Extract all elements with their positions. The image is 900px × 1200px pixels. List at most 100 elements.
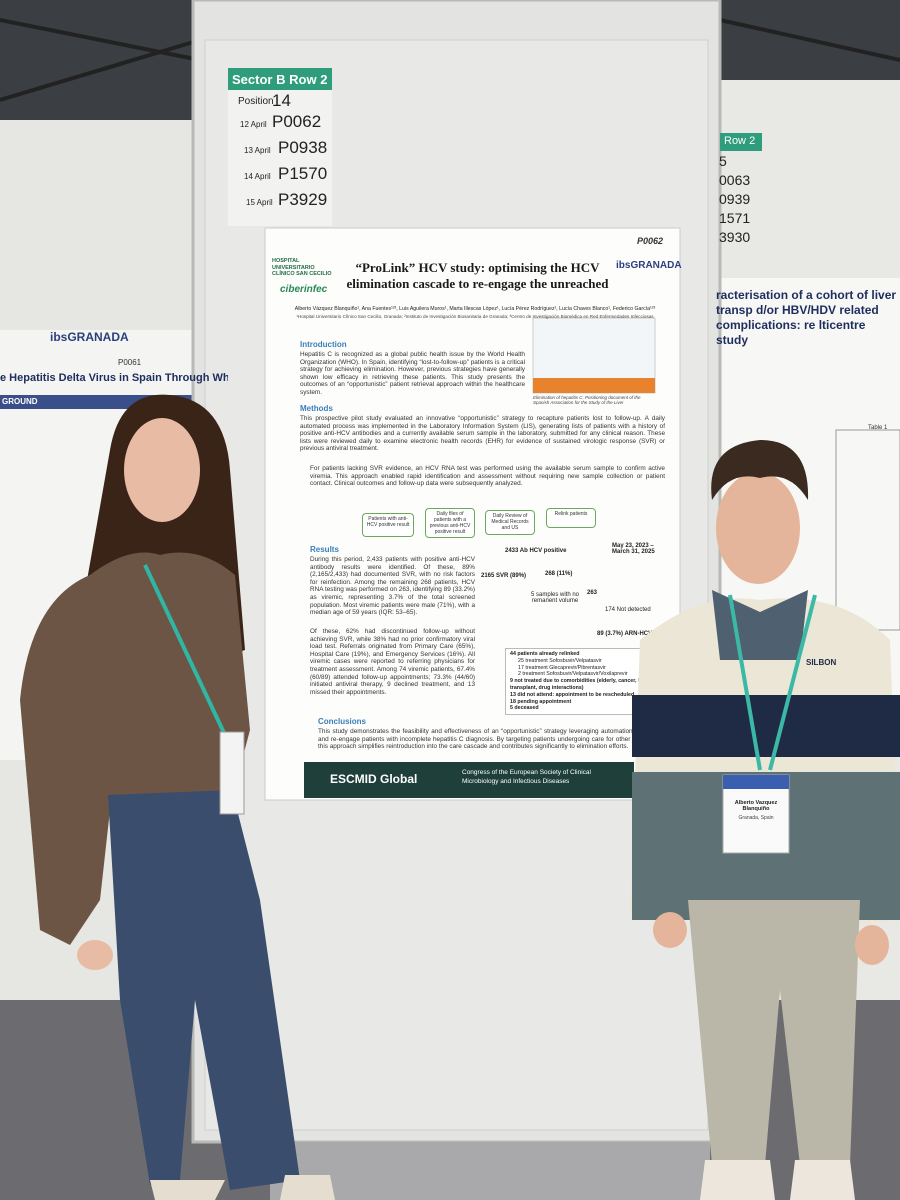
code: 0063 [719, 172, 751, 188]
sign-row: 13 April P0938 [240, 138, 335, 164]
method-step: Patients with anti-HCV positive result [362, 513, 414, 537]
sweater-band [632, 695, 900, 757]
section-text: Hepatitis C is recognized as a global pu… [300, 351, 525, 396]
hand [653, 912, 687, 948]
left-poster-title: e Hepatitis Delta Virus in Spain Through… [0, 372, 228, 384]
sign-row: 15 April P3929 [240, 190, 335, 216]
right-poster-table-label: Table 1 [868, 425, 888, 431]
carpet [270, 1142, 710, 1200]
right-sign-codes: 5 0063 0939 1571 3930 [719, 152, 750, 247]
position-label: Position [238, 96, 274, 107]
lanyard [143, 564, 227, 736]
sector-label: Sector [232, 72, 273, 87]
section-text: Of these, 62% had discontinued follow-up… [310, 628, 475, 696]
truss [0, 18, 201, 62]
shoe [700, 1160, 775, 1200]
sign-code: P0062 [272, 112, 322, 131]
sign-date: 14 April [244, 172, 271, 181]
sign-row: 14 April P1570 [240, 164, 335, 190]
position: 14 [272, 91, 291, 110]
figure-caption: Elimination of hepatitis C. Positioning … [533, 395, 641, 406]
truss [719, 18, 900, 62]
outcome: 13 did not attend: appointment to be res… [510, 691, 635, 698]
jeans [108, 790, 300, 1190]
flow-box: 268 (11%) [545, 571, 573, 577]
outcome: 17 treatment Glecaprevir/Pibrentasvir [518, 664, 606, 671]
collar [712, 590, 808, 660]
shoe [150, 1180, 225, 1200]
badge-header [723, 775, 789, 789]
poster-logo: ibsGRANADA [616, 260, 682, 271]
poster-affiliations: ¹Hospital Universitario Clínico San Ceci… [296, 314, 654, 319]
badge-place: Granada, Spain [738, 815, 774, 821]
sign [228, 68, 332, 226]
section-heading: Conclusions [318, 717, 367, 726]
row-label: Row [289, 72, 317, 87]
left-poster-code: P0061 [118, 358, 142, 367]
face [124, 418, 200, 522]
poster-logo: HOSPITAL UNIVERSITARIO CLÍNICO SAN CECIL… [272, 258, 332, 277]
flow-box: 2165 SVR (89%) [481, 573, 527, 579]
right-sign-header-text: Row 2 [724, 135, 755, 147]
sign-date: 15 April [246, 198, 273, 207]
poster-logo: ciberinfec [280, 284, 328, 295]
poster-footer [304, 762, 634, 798]
flow-box: 5 samples with no remanent volume [530, 592, 580, 604]
code: 3930 [719, 229, 751, 245]
badge [219, 731, 245, 815]
section-heading: Methods [300, 404, 333, 413]
code: 5 [719, 153, 727, 169]
poster-figure-band [533, 378, 655, 393]
left-poster-section: GROUND [2, 397, 38, 406]
right-sign-header [720, 133, 762, 151]
shirt-logo: SILBON [806, 658, 837, 667]
section-text: For patients lacking SVR evidence, an HC… [310, 465, 665, 488]
section-text: This study demonstrates the feasibility … [318, 728, 663, 751]
section-heading: Results [310, 545, 339, 554]
code: 0939 [719, 191, 751, 207]
right-poster-title: racterisation of a cohort of liver trans… [716, 288, 897, 347]
badge-name: Alberto Vazquez Blanquiño [734, 800, 778, 812]
flow-box: 89 (3.7%) ARN-HCV [597, 631, 653, 637]
sector: B [276, 72, 286, 87]
flow-period: May 23, 2023 – March 31, 2025 [612, 543, 655, 555]
sign-rows: 12 April P0062 13 April P0938 14 April P157… [240, 112, 335, 216]
method-step: Daily Review of Medical Records and US [485, 510, 535, 535]
footer-text: Congress of the European Society of Clin… [462, 769, 591, 785]
poster-authors: Alberto Vázquez Blanquiño¹, Ana Fuentes¹… [294, 306, 656, 312]
hair [711, 440, 809, 500]
row-label: Row [724, 135, 747, 147]
sign-code: P0938 [278, 138, 328, 157]
flow-box: 263 [587, 590, 598, 596]
row: 2 [320, 72, 328, 87]
ceiling [720, 0, 900, 90]
lanyard [728, 594, 817, 771]
sign-code: P1570 [278, 164, 328, 183]
flow-box: 2433 Ab HCV positive [505, 548, 567, 554]
section-heading: Introduction [300, 340, 347, 349]
poster-title: “ProLink” HCV study: optimising the HCV … [346, 260, 609, 291]
outcome: 44 patients already relinked [510, 651, 580, 657]
flow-box: 174 Not detected [605, 607, 651, 613]
shoe [280, 1175, 335, 1200]
truss [0, 38, 201, 102]
hand [855, 925, 889, 965]
sign-date: 12 April [240, 120, 267, 129]
face [716, 472, 800, 584]
sign-code: P3929 [278, 190, 328, 209]
row: 2 [749, 135, 756, 147]
outcome: 2 treatment Sofosbuvir/Velpatasvir/Voxil… [518, 671, 628, 678]
sign-date: 13 April [244, 146, 271, 155]
sweater [20, 552, 250, 945]
footer-brand: ESCMID Global [330, 772, 418, 786]
shoe [790, 1160, 855, 1200]
poster-code: P0062 [637, 236, 664, 246]
hand [77, 940, 113, 970]
section-text: During this period, 2,433 patients with … [310, 556, 475, 617]
sign-header [228, 68, 332, 90]
sign-header-text: Sector B Row 2 [232, 72, 327, 87]
outcome: 5 deceased [510, 705, 539, 712]
outcome: 18 pending appointment [510, 698, 572, 705]
